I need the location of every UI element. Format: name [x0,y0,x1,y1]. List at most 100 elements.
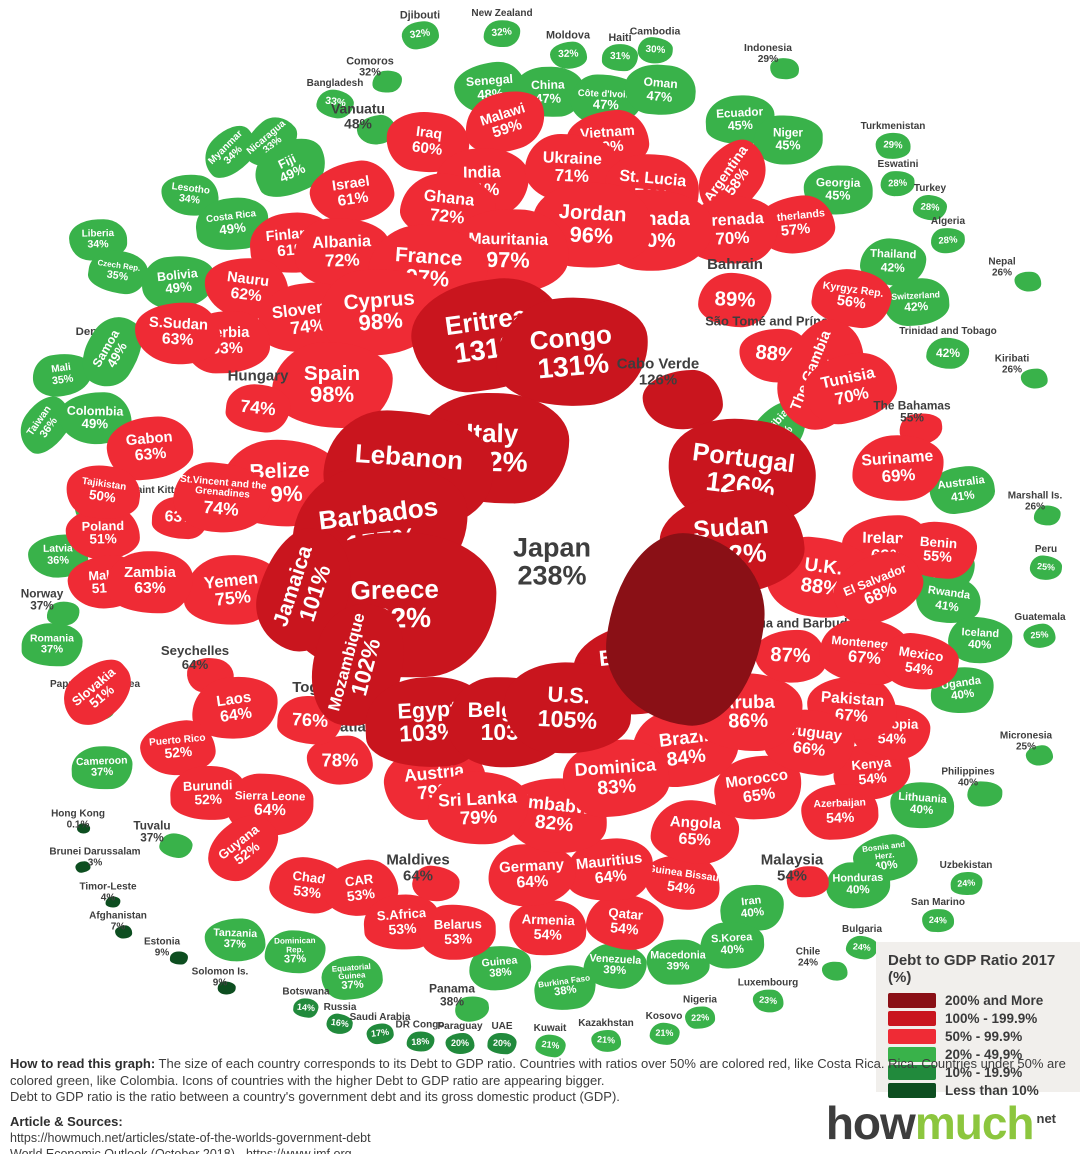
country-name: Djibouti [399,9,441,22]
country-name: Botswana [282,986,330,998]
legend: Debt to GDP Ratio 2017 (%) 200% and More… [876,942,1080,1098]
country-value: 21% [654,1027,674,1038]
country-name: Nigeria [683,994,717,1006]
country-shape: Mexico 54% [877,629,963,695]
legend-swatch [888,1083,936,1098]
country-value: 37% [40,643,64,656]
legend-label: 200% and More [945,993,1044,1008]
country-brunei-darussalam: Brunei Darussalam 3% [49,846,141,874]
country-value: 31% [609,51,631,63]
country-value: 40% [740,905,765,921]
country-name: Kiribati [994,353,1030,365]
country-value: 47% [645,87,673,105]
country-honduras: Honduras 40% [825,861,891,909]
country-value: 63% [134,580,166,598]
country-bolivia: Bolivia 49% [139,252,217,312]
country-eswatini: Eswatini 28% [878,159,918,197]
country-dominican-rep: Dominican Rep. 37% [264,929,326,975]
country-shape: 21% [649,1022,679,1045]
country-malaysia: Malaysia 54% [761,852,829,898]
country-afghanistan: Afghanistan 7% [89,911,147,939]
country-name: U.S. [546,681,591,709]
source-link-1: https://howmuch.net/articles/state-of-th… [10,1130,371,1145]
footer: How to read this graph: The size of each… [10,1056,1072,1154]
logo-much: much [914,1097,1035,1149]
country-shape: 14% [292,996,320,1018]
country-shape: 42% [926,337,970,370]
country-shape: Dominican Rep. 37% [264,929,326,975]
country-value: 64% [402,867,434,884]
country-value: 98% [309,382,355,408]
logo-net: net [1036,1110,1057,1126]
country-value: 53% [292,881,323,902]
legend-swatch [888,1029,936,1044]
country-name: Algeria [930,216,966,228]
legend-swatch [888,993,936,1008]
country-name: Kuwait [533,1022,567,1034]
country-name: Philippines [941,766,995,778]
country-value: 22% [690,1011,710,1022]
country-name: Hungary [227,367,289,385]
country-name: Trinidad and Tobago [899,325,997,337]
country-value: 69% [881,465,917,487]
legend-item: 10% - 19.9% [888,1065,1068,1080]
country-name: Kazakhstan [578,1017,634,1029]
country-suriname: Suriname 69% [849,431,947,505]
country-value: 238% [517,561,587,591]
country-value: 4% [100,892,116,903]
country-value: 55% [922,547,953,566]
country-maldives: Maldives 64% [386,852,462,904]
country-shape: Honduras 40% [825,861,891,909]
country-shape: 74% [223,381,293,435]
country-value: 64% [515,872,549,892]
country-shape: Zambia 63% [106,551,194,613]
country-value: 18% [410,1035,430,1047]
country-kazakhstan: Kazakhstan 21% [578,1017,634,1053]
country-bahrain: Bahrain 89% [697,257,773,329]
country-value: 40% [950,687,976,704]
country-norway: Norway 37% [20,586,81,628]
country-value: 89% [714,287,756,311]
country-shape: 18% [405,1030,435,1053]
country-value: 54% [609,919,640,938]
country-shape: Tanzania 37% [203,917,267,963]
country-chile: Chile 24% [796,947,850,983]
country-paraguay: Paraguay 20% [437,1022,483,1054]
country-value: 41% [950,487,976,504]
country-value: 26% [991,267,1013,278]
country-value: 25% [1015,741,1036,752]
country-name: DR Congo [395,1019,445,1031]
country-niger: Niger 45% [753,115,823,165]
country-value: 52% [194,791,223,808]
country-new-zealand: New Zealand 32% [471,9,533,49]
country-value: 29% [757,54,779,65]
country-value: 0.1% [66,819,90,830]
country-value: 9% [154,947,170,958]
country-name: Kosovo [645,1010,683,1022]
country-name: Moldova [546,29,590,42]
country-value: 28% [888,177,908,189]
country-cambodia: Cambodia 30% [630,26,680,65]
country-cameroon: Cameroon 37% [70,745,134,791]
country-value: 26% [1001,364,1023,375]
country-value: 20% [450,1037,469,1048]
country-equatorial-guinea: Equatorial Guinea 37% [320,954,384,1002]
country-value: 51% [89,531,117,547]
howto-lead: How to read this graph: [10,1056,156,1071]
country-value: 24% [852,940,872,953]
country-value: 48% [344,115,372,131]
country-value: 49% [218,219,247,238]
country-name: San Marino [911,897,965,909]
country-sri-lanka: Sri Lanka 79% [425,768,531,848]
country-name: Macedonia [650,949,706,962]
country-name: São Tomé and Príncipe [705,313,847,329]
country-name: Tuvalu [133,818,171,833]
country-name: Norway [20,586,64,601]
country-shape: Niger 45% [753,115,823,165]
country-value: 50% [87,487,117,506]
country-value: 16% [330,1016,350,1029]
country-shape: 87% [753,628,827,685]
country-value: 37% [140,831,164,845]
country-name: Brunei Darussalam [49,846,141,858]
country-value: 28% [920,200,940,214]
